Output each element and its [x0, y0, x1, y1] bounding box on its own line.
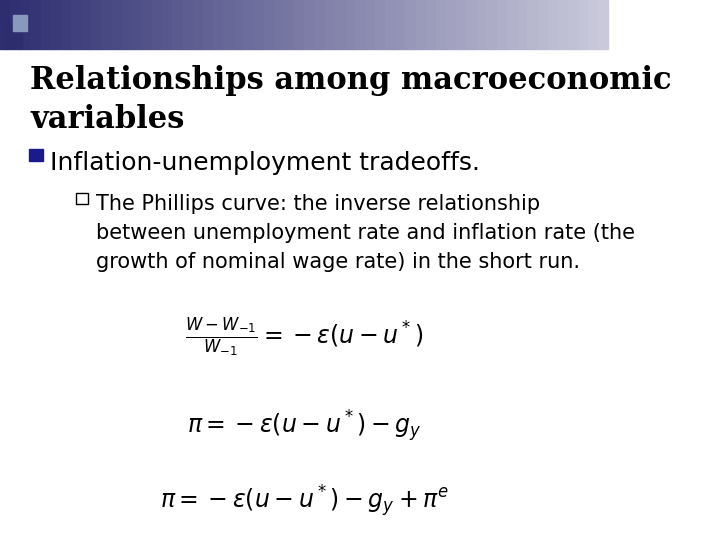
Bar — [76, 193, 89, 204]
Bar — [497, 0, 507, 49]
Bar — [172, 0, 183, 49]
Bar — [183, 0, 193, 49]
Bar — [487, 0, 497, 49]
Bar — [61, 0, 71, 49]
Bar — [507, 0, 517, 49]
Bar — [81, 0, 91, 49]
Bar — [365, 0, 375, 49]
Bar — [5, 23, 22, 48]
Bar — [568, 0, 578, 49]
Bar — [0, 0, 10, 49]
Bar — [193, 0, 203, 49]
Bar — [446, 0, 456, 49]
Bar — [112, 0, 122, 49]
Text: Relationships among macroeconomic: Relationships among macroeconomic — [30, 65, 672, 96]
Bar — [213, 0, 223, 49]
Bar — [305, 0, 315, 49]
Bar — [405, 0, 415, 49]
Bar — [30, 0, 40, 49]
Bar — [142, 0, 152, 49]
Bar — [102, 0, 112, 49]
Bar — [395, 0, 405, 49]
Bar — [426, 0, 436, 49]
Bar — [548, 0, 558, 49]
Bar — [91, 0, 102, 49]
Bar — [385, 0, 395, 49]
Bar — [284, 0, 294, 49]
Bar — [162, 0, 172, 49]
Text: variables: variables — [30, 104, 185, 134]
Bar — [253, 0, 264, 49]
Bar — [71, 0, 81, 49]
Bar — [456, 0, 467, 49]
Text: The Phillips curve: the inverse relationship
between unemployment rate and infla: The Phillips curve: the inverse relation… — [96, 194, 635, 272]
Bar — [10, 0, 20, 49]
Bar — [315, 0, 325, 49]
Bar — [588, 0, 598, 49]
Bar — [598, 0, 608, 49]
Bar — [355, 0, 365, 49]
Bar — [243, 0, 253, 49]
Bar — [325, 0, 335, 49]
Text: $\pi = -\varepsilon(u - u^*) - g_y$: $\pi = -\varepsilon(u - u^*) - g_y$ — [186, 408, 422, 443]
Bar — [477, 0, 487, 49]
Bar — [223, 0, 233, 49]
Text: $\frac{W - W_{-1}}{W_{-1}} = -\varepsilon(u - u^*)$: $\frac{W - W_{-1}}{W_{-1}} = -\varepsilo… — [185, 316, 423, 359]
Bar — [20, 0, 30, 49]
Bar — [335, 0, 345, 49]
Bar — [40, 0, 50, 49]
Bar — [527, 0, 538, 49]
Bar — [152, 0, 162, 49]
Bar — [132, 0, 142, 49]
Bar — [436, 0, 446, 49]
Text: $\pi = -\varepsilon(u - u^*) - g_y + \pi^e$: $\pi = -\varepsilon(u - u^*) - g_y + \pi… — [160, 483, 449, 519]
Bar — [538, 0, 548, 49]
Bar — [122, 0, 132, 49]
Bar — [294, 0, 305, 49]
Bar — [274, 0, 284, 49]
Bar — [203, 0, 213, 49]
Bar — [578, 0, 588, 49]
Bar — [558, 0, 568, 49]
Text: Inflation-unemployment tradeoffs.: Inflation-unemployment tradeoffs. — [50, 151, 480, 175]
Bar — [50, 0, 61, 49]
Bar — [264, 0, 274, 49]
Bar — [467, 0, 477, 49]
Bar — [30, 148, 43, 161]
Bar — [517, 0, 527, 49]
Bar — [14, 15, 27, 31]
Bar — [345, 0, 355, 49]
Bar — [415, 0, 426, 49]
Bar — [233, 0, 243, 49]
Bar — [375, 0, 385, 49]
